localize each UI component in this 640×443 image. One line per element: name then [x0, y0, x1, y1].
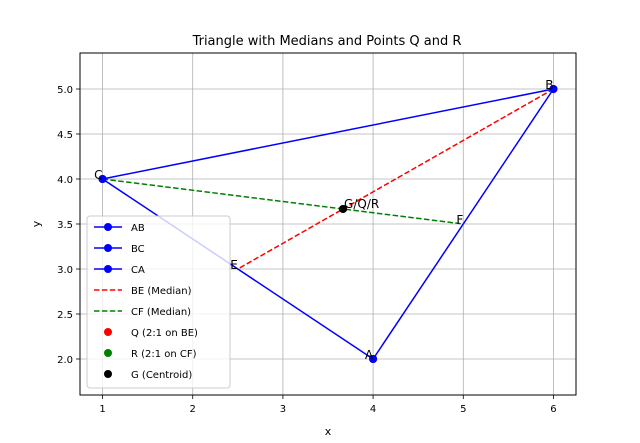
legend: AB BC CA BE (Median) CF (Median) Q (2:1 on BE… — [86, 215, 231, 389]
y-axis-label: y — [30, 220, 43, 227]
chart-title: Triangle with Medians and Points Q and R — [192, 34, 462, 49]
legend-marker-g-centroid — [104, 370, 112, 378]
legend-marker-ab — [104, 223, 112, 231]
x-tick-label: 3 — [280, 404, 286, 415]
vertex-label-b: B — [545, 78, 553, 92]
legend-label-q-2-1-on-be: Q (2:1 on BE) — [131, 328, 198, 339]
legend-marker-bc — [104, 244, 112, 252]
legend-label-cf-median: CF (Median) — [131, 307, 191, 318]
legend-label-ca: CA — [131, 265, 145, 276]
point-g-centroid — [339, 204, 348, 213]
y-tick-label: 2.0 — [57, 355, 73, 366]
series-line-cf-median — [102, 178, 464, 225]
x-axis-label: x — [325, 425, 332, 438]
vertex-label-a: A — [365, 348, 374, 362]
vertex-label-f: F — [456, 213, 463, 227]
legend-marker-q-2-1-on-be — [104, 328, 112, 336]
legend-box — [86, 215, 231, 389]
series-line-bc — [102, 88, 554, 180]
x-tick-label: 1 — [99, 404, 105, 415]
legend-marker-r-2-1-on-cf — [104, 349, 112, 357]
x-tick-label: 6 — [550, 404, 556, 415]
y-tick-label: 4.5 — [57, 130, 73, 141]
series-line-be-median — [237, 88, 554, 270]
y-tick-label: 3.5 — [57, 220, 73, 231]
x-tick-label: 5 — [460, 404, 466, 415]
series-marker-ca — [98, 175, 107, 183]
legend-label-ab: AB — [131, 223, 145, 234]
plot-series — [98, 85, 558, 363]
y-tick-label: 3.0 — [57, 265, 73, 276]
series-line-ca — [102, 178, 374, 360]
y-tick-label: 4.0 — [57, 175, 73, 186]
point-label-gqr: G/Q/R — [344, 197, 379, 211]
legend-marker-ca — [104, 265, 112, 273]
x-tick-label: 2 — [190, 404, 196, 415]
legend-label-r-2-1-on-cf: R (2:1 on CF) — [131, 349, 197, 360]
series-line-ab — [372, 88, 555, 360]
axis-ticks: 1 2 3 4 5 6 2.0 2.5 3.0 3.5 4.0 4.5 5.0 — [57, 85, 557, 415]
legend-label-g-centroid: G (Centroid) — [131, 370, 192, 381]
y-tick-label: 5.0 — [57, 85, 73, 96]
series-marker-bc — [549, 85, 558, 93]
y-tick-label: 2.5 — [57, 310, 73, 321]
series-marker-ca — [369, 355, 378, 363]
x-tick-label: 4 — [370, 404, 376, 415]
legend-label-bc: BC — [131, 244, 145, 255]
vertex-label-e: E — [230, 258, 238, 272]
vertex-label-c: C — [94, 168, 102, 182]
legend-label-be-median: BE (Median) — [131, 286, 192, 297]
